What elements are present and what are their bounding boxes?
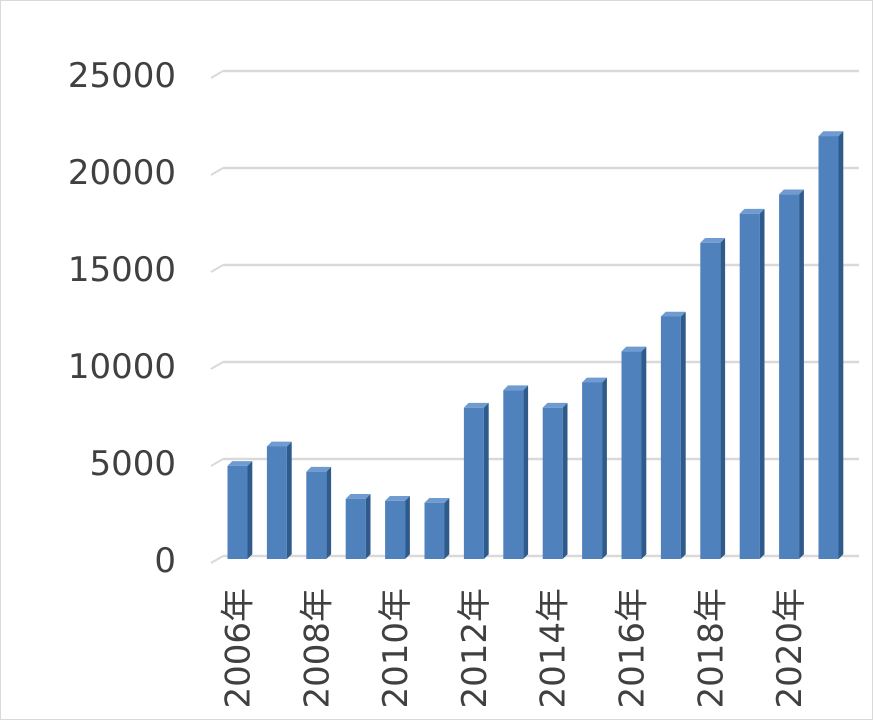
bar-top xyxy=(542,402,568,408)
bar-front xyxy=(463,407,484,559)
bar-top xyxy=(345,494,371,499)
bar-front xyxy=(621,351,642,559)
bar-side xyxy=(562,402,568,559)
bar-front xyxy=(266,446,287,559)
y-tick-label: 10000 xyxy=(68,347,176,387)
bar xyxy=(424,497,450,559)
y-tick-label: 25000 xyxy=(68,56,176,96)
bar-side xyxy=(483,402,489,559)
bar xyxy=(542,402,568,559)
bar-side xyxy=(365,494,371,559)
bar-front xyxy=(779,194,800,559)
bar-side xyxy=(523,385,529,559)
gridline-depth xyxy=(210,264,224,273)
bar-top xyxy=(227,461,253,466)
bar-top xyxy=(582,377,607,383)
bar-front xyxy=(503,390,524,559)
bar xyxy=(621,346,647,559)
bar xyxy=(463,402,489,559)
bar-top xyxy=(385,496,410,501)
bar-front xyxy=(660,316,681,559)
bar-front xyxy=(385,500,406,559)
bar-side xyxy=(720,237,726,560)
bar-side xyxy=(326,466,332,559)
bar-top xyxy=(463,402,489,408)
bar xyxy=(582,377,607,559)
bar-top xyxy=(266,441,292,447)
bar xyxy=(227,461,253,559)
bar-front xyxy=(345,498,366,559)
gridline-depth xyxy=(210,555,224,564)
x-tick-label: 2010年 xyxy=(376,588,416,709)
x-tick-label: 2020年 xyxy=(770,588,810,709)
gridline-depth xyxy=(210,167,224,176)
bar-front xyxy=(227,465,248,559)
bar-side xyxy=(799,189,804,560)
bar-front xyxy=(542,407,563,559)
y-tick-label: 20000 xyxy=(68,153,176,193)
gridline-depth xyxy=(210,361,224,370)
bars xyxy=(227,131,844,560)
bar-side xyxy=(641,346,647,559)
bar-front xyxy=(818,136,839,559)
bar xyxy=(385,496,410,559)
gridline-depth xyxy=(210,458,224,467)
bar-side xyxy=(247,461,253,559)
x-tick-label: 2006年 xyxy=(219,588,259,709)
bar-side xyxy=(286,441,292,559)
gridline-depth xyxy=(210,70,224,79)
x-tick-label: 2018年 xyxy=(691,588,731,709)
grid-lines xyxy=(210,69,859,564)
bar xyxy=(503,385,529,559)
bar-side xyxy=(602,377,607,559)
bar-side xyxy=(405,496,410,559)
bar-top xyxy=(700,237,726,243)
bar xyxy=(700,237,726,560)
bar-side xyxy=(444,497,450,559)
bar xyxy=(660,311,686,559)
bar xyxy=(266,441,292,559)
y-axis-ticks: 0 5000 10000 15000 20000 25000 xyxy=(68,56,176,581)
bar-side xyxy=(838,131,844,559)
bar-front xyxy=(739,213,760,559)
bar-top xyxy=(503,385,529,391)
bar xyxy=(779,189,804,560)
bar-top xyxy=(779,189,804,195)
x-tick-label: 2014年 xyxy=(534,588,574,709)
y-tick-label: 15000 xyxy=(68,250,176,290)
bar xyxy=(306,466,332,559)
bar-front xyxy=(582,382,603,559)
y-tick-label: 5000 xyxy=(89,444,176,484)
x-tick-label: 2016年 xyxy=(613,588,653,709)
bar xyxy=(345,494,371,559)
x-tick-label: 2012年 xyxy=(455,588,495,709)
bar-front xyxy=(306,471,327,559)
y-tick-label: 0 xyxy=(154,541,176,581)
bar-top xyxy=(621,346,647,352)
bar-top xyxy=(739,208,765,214)
x-axis-ticks: 2006年 2008年 2010年 2012年 2014年 2016年 2018年 2020年 xyxy=(219,588,811,709)
bar-side xyxy=(680,311,686,559)
bar-side xyxy=(759,208,765,559)
bar-front xyxy=(424,502,445,559)
bar-top xyxy=(818,131,844,137)
bar-top xyxy=(660,311,686,317)
bar-top xyxy=(306,466,332,472)
bar xyxy=(818,131,844,559)
bar xyxy=(739,208,765,559)
bar-top xyxy=(424,497,450,503)
x-tick-label: 2008年 xyxy=(297,588,337,709)
bar-front xyxy=(700,242,721,559)
